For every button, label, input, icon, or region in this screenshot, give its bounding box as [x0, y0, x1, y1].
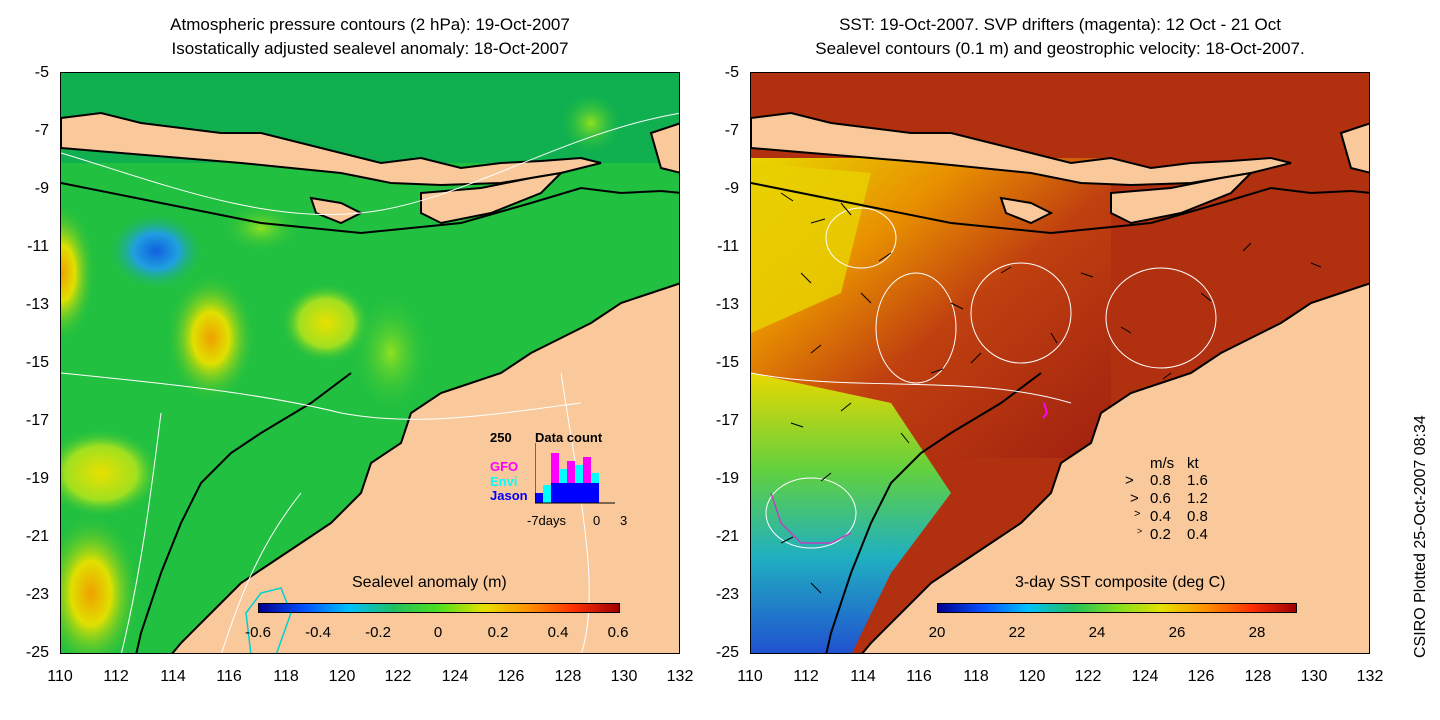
left-y-tick: -25: [25, 644, 49, 661]
inset-x-label-zero: 0: [593, 513, 601, 528]
left-y-tick: -17: [25, 412, 49, 429]
key-arrow-3: >: [1137, 526, 1143, 536]
key-kt-0: 1.6: [1187, 472, 1208, 489]
right-title-line1: SST: 19-Oct-2007. SVP drifters (magenta)…: [839, 15, 1281, 34]
right-cb-tick-3: 26: [1168, 624, 1186, 641]
key-arrow-0: >: [1125, 472, 1134, 489]
inset-max-label: 250: [490, 430, 512, 445]
right-y-tick: -9: [724, 180, 739, 197]
left-cb-tick-3: 0: [433, 624, 443, 641]
left-colorbar: [258, 603, 620, 613]
left-cb-tick-0: -0.6: [245, 624, 271, 641]
right-x-tick: 126: [1187, 668, 1215, 685]
right-title-line2: Sealevel contours (0.1 m) and geostrophi…: [815, 39, 1305, 58]
left-y-tick: -15: [25, 354, 49, 371]
right-x-tick: 132: [1356, 668, 1384, 685]
right-x-tick: 118: [963, 668, 989, 685]
left-x-tick: 124: [441, 668, 469, 685]
key-ms-0: 0.8: [1150, 472, 1171, 489]
right-x-tick: 116: [906, 668, 932, 685]
left-x-tick: 110: [47, 668, 73, 685]
right-y-tick: -17: [715, 412, 739, 429]
left-x-tick: 116: [216, 668, 242, 685]
key-kt-3: 0.4: [1187, 526, 1208, 543]
left-cb-tick-4: 0.2: [487, 624, 509, 641]
right-map-panel: [750, 72, 1370, 654]
left-x-tick: 120: [328, 668, 356, 685]
right-cb-tick-4: 28: [1248, 624, 1266, 641]
key-ms-1: 0.6: [1150, 490, 1171, 507]
left-title-line1: Atmospheric pressure contours (2 hPa): 1…: [170, 15, 570, 34]
left-title-line2: Isostatically adjusted sealevel anomaly:…: [171, 39, 569, 58]
left-y-tick: -19: [25, 470, 49, 487]
inset-x-label-start: -7days: [527, 513, 567, 528]
right-x-tick: 130: [1300, 668, 1328, 685]
left-x-tick: 122: [384, 668, 412, 685]
key-kt-1: 1.2: [1187, 490, 1208, 507]
left-x-tick: 128: [554, 668, 582, 685]
inset-x-label-end: 3: [620, 513, 628, 528]
left-cb-tick-1: -0.4: [305, 624, 331, 641]
right-x-tick: 124: [1131, 668, 1159, 685]
right-y-tick: -7: [724, 122, 739, 139]
left-x-tick: 130: [610, 668, 638, 685]
right-x-tick: 112: [793, 668, 819, 685]
left-map-graphic: [61, 73, 679, 653]
key-kt-2: 0.8: [1187, 508, 1208, 525]
right-y-tick: -13: [715, 296, 739, 313]
inset-title: Data count: [535, 430, 603, 445]
data-count-inset: 250 Data count GFO Envi Jason -7days 0 3: [485, 425, 635, 530]
right-y-tick: -5: [724, 64, 739, 81]
right-x-tick: 120: [1018, 668, 1046, 685]
left-y-tick: -5: [34, 64, 49, 81]
key-ms-2: 0.4: [1150, 508, 1171, 525]
right-y-tick: -23: [715, 586, 739, 603]
right-map-graphic: [751, 73, 1369, 653]
right-colorbar: [937, 603, 1297, 613]
left-x-tick: 132: [666, 668, 694, 685]
velocity-key: m/s kt > 0.8 1.6 > 0.6 1.2 > 0.4 0.8 > 0…: [1125, 455, 1245, 545]
key-header-kt: kt: [1187, 455, 1199, 472]
right-cb-tick-0: 20: [928, 624, 946, 641]
left-x-tick: 126: [497, 668, 525, 685]
key-arrow-1: >: [1130, 490, 1139, 507]
right-cb-tick-1: 22: [1008, 624, 1026, 641]
left-map-panel: [60, 72, 680, 654]
inset-bars: [535, 443, 615, 504]
right-x-tick: 110: [737, 668, 763, 685]
legend-envi: Envi: [490, 474, 518, 489]
left-y-tick: -11: [27, 238, 49, 255]
key-arrow-2: >: [1134, 508, 1141, 520]
left-y-tick: -7: [34, 122, 49, 139]
right-y-tick: -11: [717, 238, 739, 255]
right-y-tick: -21: [715, 528, 739, 545]
key-ms-3: 0.2: [1150, 526, 1171, 543]
legend-jason: Jason: [490, 488, 528, 503]
left-x-tick: 114: [160, 668, 186, 685]
legend-gfo: GFO: [490, 459, 519, 474]
left-cb-tick-2: -0.2: [365, 624, 391, 641]
velocity-arrows: [780, 192, 1322, 594]
right-cb-tick-2: 24: [1088, 624, 1106, 641]
left-y-tick: -9: [34, 180, 49, 197]
left-x-tick: 112: [103, 668, 129, 685]
right-y-tick: -19: [715, 470, 739, 487]
right-y-tick: -15: [715, 354, 739, 371]
left-y-tick: -23: [25, 586, 49, 603]
right-y-tick: -25: [715, 644, 739, 661]
right-x-tick: 114: [850, 668, 876, 685]
left-cb-tick-6: 0.6: [607, 624, 629, 641]
left-y-tick: -13: [25, 296, 49, 313]
right-colorbar-title: 3-day SST composite (deg C): [1015, 574, 1226, 591]
left-y-tick: -21: [25, 528, 49, 545]
left-x-tick: 118: [273, 668, 299, 685]
left-colorbar-title: Sealevel anomaly (m): [352, 574, 507, 591]
right-x-tick: 122: [1074, 668, 1102, 685]
left-cb-tick-5: 0.4: [547, 624, 569, 641]
key-header-ms: m/s: [1150, 455, 1175, 472]
plot-timestamp-caption: CSIRO Plotted 25-Oct-2007 08:34: [1412, 415, 1429, 658]
right-x-tick: 128: [1244, 668, 1272, 685]
